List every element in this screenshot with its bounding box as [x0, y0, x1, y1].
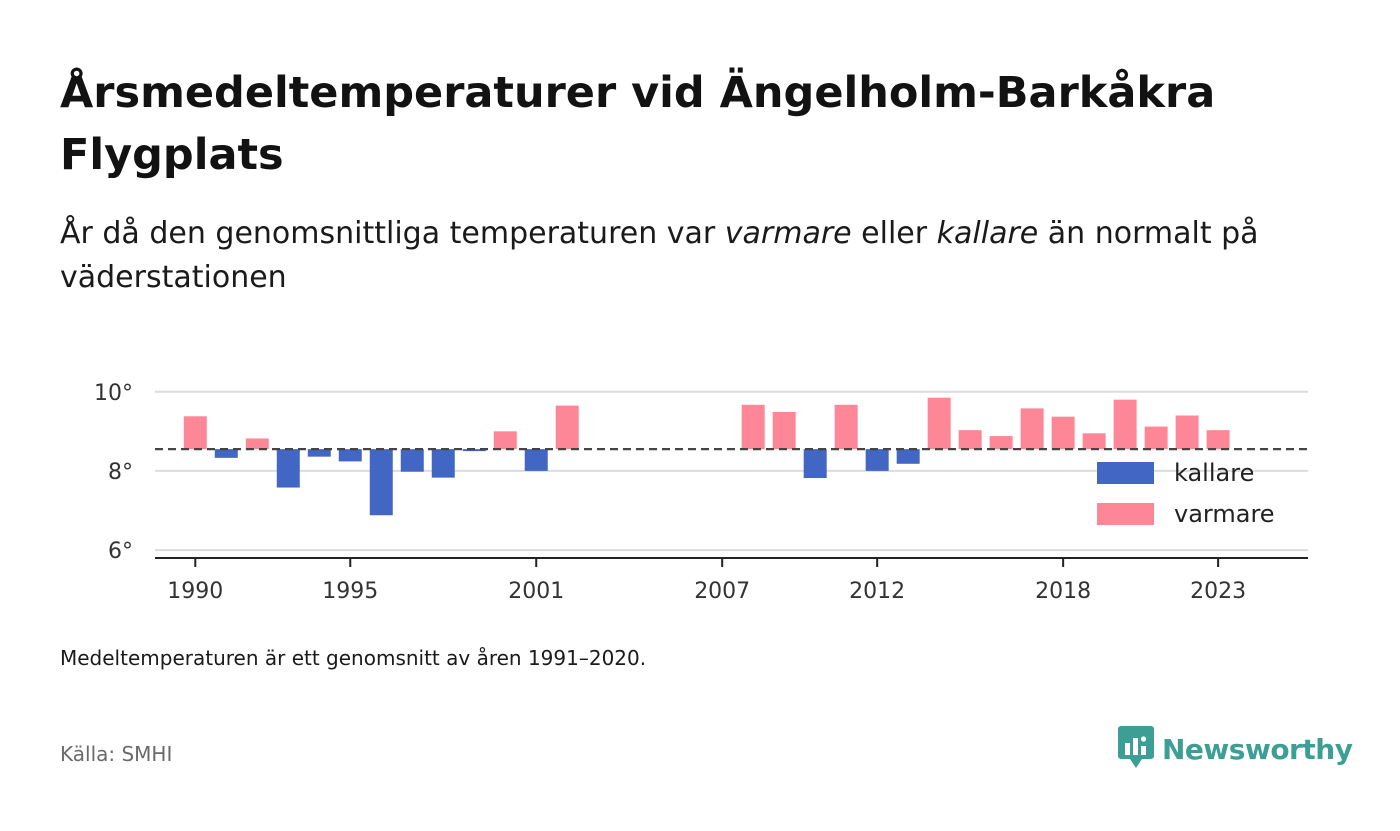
bar-2022 [1175, 415, 1199, 450]
subtitle-part3: än normalt på väderstationen [60, 216, 1259, 295]
bar-2020 [1113, 399, 1137, 450]
x-tick-label: 2018 [1035, 579, 1091, 604]
source-credit: Källa: SMHI [60, 742, 173, 766]
bar-2012 [865, 449, 889, 471]
bar-2016 [989, 436, 1013, 450]
bar-2018 [1051, 416, 1075, 450]
bar-2023 [1206, 430, 1230, 450]
chart-subtitle: År då den genomsnittliga temperaturen va… [60, 212, 1340, 300]
legend-label-varmare: varmare [1174, 500, 1275, 528]
bar-2021 [1144, 426, 1168, 450]
bar-1991 [214, 449, 238, 458]
bar-2019 [1082, 433, 1106, 450]
x-tick-label: 1990 [167, 579, 223, 604]
legend-label-kallare: kallare [1174, 459, 1254, 487]
bar-1990 [183, 416, 207, 450]
bar-2015 [958, 430, 982, 450]
bar-2002 [555, 405, 579, 450]
bar-2014 [927, 397, 951, 450]
x-tick-label: 2007 [694, 579, 750, 604]
chart-title: Årsmedeltemperaturer vid Ängelholm-Barkå… [60, 68, 1216, 180]
subtitle-warm-word: varmare [724, 216, 852, 251]
bar-2013 [896, 449, 920, 464]
x-tick-label: 2001 [508, 579, 564, 604]
bar-1995 [338, 449, 362, 462]
legend-swatch-varmare [1097, 503, 1154, 525]
bar-2010 [803, 449, 827, 479]
subtitle-cold-word: kallare [936, 216, 1039, 251]
bar-2001 [524, 449, 548, 471]
bar-2017 [1020, 408, 1044, 450]
bar-2000 [493, 431, 517, 450]
bar-chart: 6° 8° 10° 1990 1995 2001 2007 2012 2018 2023 kalla… [94, 381, 1308, 604]
y-tick-label: 6° [108, 539, 133, 564]
bar-1997 [400, 449, 424, 472]
bar-2009 [772, 411, 796, 450]
x-tick-label: 2012 [849, 579, 905, 604]
bar-1994 [307, 449, 331, 457]
x-tick-label: 2023 [1190, 579, 1246, 604]
bar-1998 [431, 449, 455, 478]
brand-name: Newsworthy [1162, 732, 1353, 766]
brand-logo[interactable]: Newsworthy [1118, 724, 1353, 774]
bar-1992 [245, 438, 269, 450]
subtitle-part2: eller [851, 216, 937, 251]
bar-2008 [741, 404, 765, 450]
subtitle-part1: År då den genomsnittliga temperaturen va… [60, 216, 725, 251]
newsworthy-logo-icon [1118, 724, 1154, 774]
x-tick-label: 1995 [322, 579, 378, 604]
bar-1996 [369, 449, 393, 516]
y-tick-label: 8° [108, 460, 133, 485]
y-tick-label: 10° [94, 381, 133, 406]
legend-swatch-kallare [1097, 462, 1154, 484]
footnote: Medeltemperaturen är ett genomsnitt av å… [60, 646, 647, 670]
bar-2011 [834, 404, 858, 450]
bar-1993 [276, 449, 300, 488]
